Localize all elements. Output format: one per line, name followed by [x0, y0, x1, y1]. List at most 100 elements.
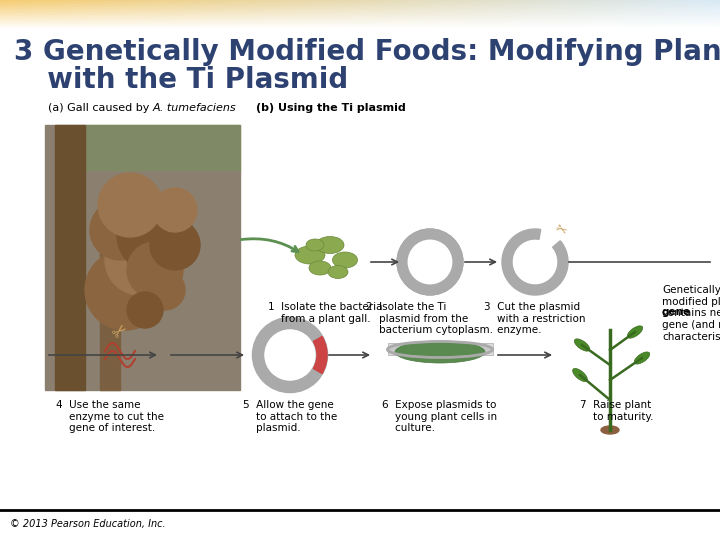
Bar: [110, 5, 113, 8]
Bar: [55, 22, 58, 24]
Bar: [612, 0, 615, 2]
Bar: [214, 17, 217, 19]
Bar: [401, 0, 404, 2]
Bar: [369, 0, 372, 2]
Bar: [610, 11, 613, 14]
Bar: [60, 11, 63, 14]
Bar: [31, 28, 34, 30]
Bar: [499, 0, 502, 2]
Bar: [149, 21, 152, 22]
Bar: [235, 26, 238, 28]
Bar: [127, 26, 130, 28]
Bar: [243, 17, 246, 19]
Bar: [243, 10, 246, 12]
Bar: [31, 25, 34, 26]
Bar: [492, 23, 495, 25]
Bar: [240, 25, 243, 26]
Bar: [482, 16, 485, 18]
Bar: [634, 11, 636, 14]
Bar: [113, 9, 116, 10]
Bar: [53, 28, 55, 30]
Bar: [619, 25, 622, 26]
Bar: [718, 22, 720, 24]
Bar: [459, 0, 462, 2]
Bar: [533, 0, 536, 2]
Bar: [521, 11, 523, 14]
Bar: [466, 11, 469, 14]
Bar: [475, 26, 478, 28]
Bar: [333, 11, 336, 14]
Bar: [115, 28, 118, 30]
Bar: [247, 21, 250, 22]
Bar: [559, 9, 562, 10]
Bar: [463, 3, 466, 4]
Bar: [552, 13, 555, 15]
Bar: [405, 17, 408, 19]
Bar: [672, 3, 675, 4]
Bar: [144, 0, 147, 2]
Bar: [499, 15, 502, 16]
Bar: [679, 17, 682, 19]
Bar: [396, 4, 399, 6]
Bar: [14, 10, 17, 12]
Bar: [286, 0, 289, 2]
Bar: [58, 19, 60, 21]
Bar: [58, 28, 60, 30]
Bar: [506, 22, 509, 24]
Bar: [233, 28, 235, 30]
Bar: [194, 15, 197, 16]
Text: 2  Isolate the Ti
    plasmid from the
    bacterium cytoplasm.: 2 Isolate the Ti plasmid from the bacter…: [366, 302, 493, 335]
Bar: [36, 1, 39, 3]
Bar: [276, 26, 279, 28]
Bar: [266, 22, 269, 24]
Bar: [351, 0, 354, 2]
Bar: [146, 21, 149, 22]
Bar: [288, 4, 291, 6]
Bar: [17, 26, 19, 28]
Bar: [63, 0, 66, 2]
Bar: [636, 19, 639, 21]
Bar: [48, 1, 51, 3]
Bar: [146, 9, 149, 10]
Bar: [153, 10, 156, 12]
Bar: [218, 7, 221, 9]
Bar: [214, 19, 217, 21]
Bar: [480, 19, 483, 21]
Bar: [17, 19, 19, 21]
Bar: [554, 15, 557, 16]
Bar: [182, 11, 185, 14]
Bar: [142, 22, 145, 24]
Bar: [698, 22, 701, 24]
Bar: [130, 19, 132, 21]
Bar: [583, 1, 586, 3]
Bar: [593, 26, 595, 28]
Bar: [641, 16, 644, 18]
Bar: [29, 4, 32, 6]
Bar: [235, 15, 238, 16]
Bar: [0, 19, 3, 21]
Bar: [216, 1, 219, 3]
Bar: [257, 16, 260, 18]
Bar: [382, 23, 384, 25]
Bar: [401, 7, 404, 9]
Bar: [466, 1, 469, 3]
Bar: [624, 15, 627, 16]
Bar: [187, 19, 190, 21]
Bar: [271, 0, 274, 2]
Bar: [293, 3, 296, 4]
Bar: [189, 15, 192, 16]
Bar: [643, 23, 646, 25]
Bar: [79, 11, 82, 14]
Bar: [446, 5, 449, 8]
Bar: [513, 5, 516, 8]
Bar: [535, 25, 538, 26]
Bar: [636, 0, 639, 2]
Bar: [675, 16, 678, 18]
Bar: [631, 7, 634, 9]
Bar: [559, 19, 562, 21]
Bar: [113, 11, 116, 14]
Bar: [526, 3, 528, 4]
Bar: [439, 7, 442, 9]
Bar: [454, 10, 456, 12]
Bar: [531, 17, 534, 19]
